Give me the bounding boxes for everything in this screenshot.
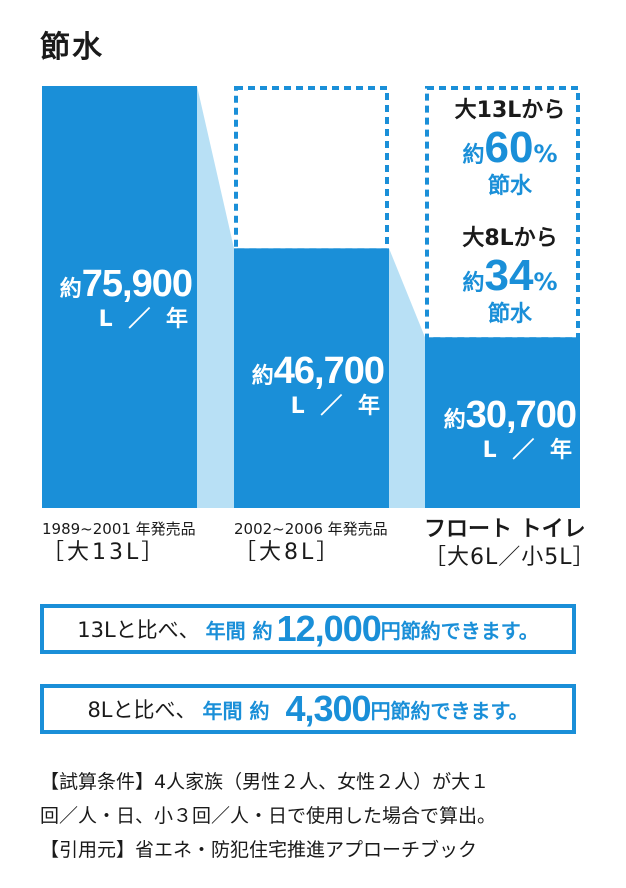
callout-prefix: 約 <box>462 271 485 297</box>
category-label-1989: 1989~2001 年発売品 ［大13L］ <box>42 520 196 566</box>
bar-unit: L ／ 年 <box>290 394 384 419</box>
category-spec: ［大8L］ <box>234 539 342 565</box>
page-title: 節水 <box>40 30 104 65</box>
summary-tail: 円節約できます。 <box>380 618 539 643</box>
note-conditions-2: 回／人・日、小３回／人・日で使用した場合で算出。 <box>40 805 497 827</box>
bar-connector <box>389 248 425 508</box>
summary-tail: 円節約できます。 <box>370 698 529 723</box>
summary-lead: 8Lと比べ、 <box>87 698 197 722</box>
callout-percent-value: 60 <box>484 123 534 173</box>
callout-from: 大13Lから <box>454 98 566 123</box>
note-source: 【引用元】省エネ・防犯住宅推進アプローチブック <box>40 839 478 861</box>
bar-label-prefix: 約 <box>251 364 274 389</box>
bar-value: 30,700 <box>465 394 577 436</box>
callout-from: 大8Lから <box>462 226 558 251</box>
bar-unit: L ／ 年 <box>482 438 576 463</box>
bar-connector <box>197 86 234 508</box>
footnotes: 【試算条件】4人家族（男性２人、女性２人）が大１ 回／人・日、小３回／人・日で使… <box>40 765 600 867</box>
reference-dashed-frame <box>234 86 389 253</box>
savings-callout-8l: 大8Lから 約34% 節水 <box>436 226 584 327</box>
category-period: 1989~2001 年発売品 <box>42 520 196 538</box>
callout-save: 節水 <box>487 173 532 199</box>
bar-unit: L ／ 年 <box>98 307 192 332</box>
callout-percent: 約60% <box>436 123 584 174</box>
category-spec: ［大13L］ <box>42 539 167 565</box>
bar <box>425 337 580 508</box>
bar <box>234 248 389 508</box>
callout-percent-value: 34 <box>484 251 534 301</box>
summary-box-13l: 13Lと比べ、 年間 約 12,000 円節約できます。 <box>40 604 576 654</box>
callout-percent-sign: % <box>533 268 558 297</box>
water-usage-bar-chart <box>42 86 580 508</box>
callout-prefix: 約 <box>462 143 485 169</box>
bar-label-2002: 約46,700 L ／ 年 <box>236 350 385 419</box>
note-conditions-1: 【試算条件】4人家族（男性２人、女性２人）が大１ <box>40 771 490 793</box>
category-label-2002: 2002~2006 年発売品 ［大8L］ <box>234 520 388 566</box>
summary-amount: 4,300 <box>285 688 371 729</box>
savings-callout-13l: 大13Lから 約60% 節水 <box>436 98 584 199</box>
summary-year: 年間 約 <box>202 698 270 723</box>
category-spec: ［大6L／小5L］ <box>424 544 596 570</box>
bar-label-prefix: 約 <box>443 408 466 433</box>
callout-percent: 約34% <box>436 251 584 302</box>
bar-label-1989: 約75,900 L ／ 年 <box>44 263 193 332</box>
bar-label-float: 約30,700 L ／ 年 <box>426 394 577 463</box>
category-label-float: フロート トイレ ［大6L／小5L］ <box>424 516 596 571</box>
category-period: 2002~2006 年発売品 <box>234 520 388 538</box>
summary-year: 年間 約 <box>205 618 273 643</box>
bar-value: 75,900 <box>81 263 193 305</box>
category-name: フロート トイレ <box>424 517 586 542</box>
bar-label-prefix: 約 <box>59 277 82 302</box>
callout-percent-sign: % <box>533 140 558 169</box>
bar <box>42 86 197 508</box>
bar-value: 46,700 <box>273 350 385 392</box>
summary-amount: 12,000 <box>276 608 382 649</box>
summary-box-8l: 8Lと比べ、 年間 約 4,300 円節約できます。 <box>40 684 576 734</box>
reference-dashed-frame <box>425 86 580 342</box>
callout-save: 節水 <box>487 301 532 327</box>
summary-lead: 13Lと比べ、 <box>77 618 200 642</box>
